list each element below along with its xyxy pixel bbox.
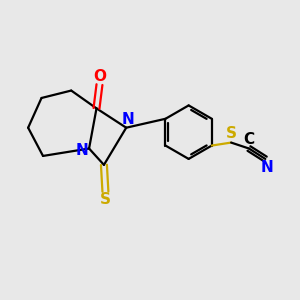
Text: N: N xyxy=(75,142,88,158)
Text: S: S xyxy=(226,126,237,141)
Text: S: S xyxy=(100,192,111,207)
Text: C: C xyxy=(243,132,254,147)
Text: N: N xyxy=(260,160,273,175)
Text: N: N xyxy=(121,112,134,127)
Text: O: O xyxy=(93,69,106,84)
